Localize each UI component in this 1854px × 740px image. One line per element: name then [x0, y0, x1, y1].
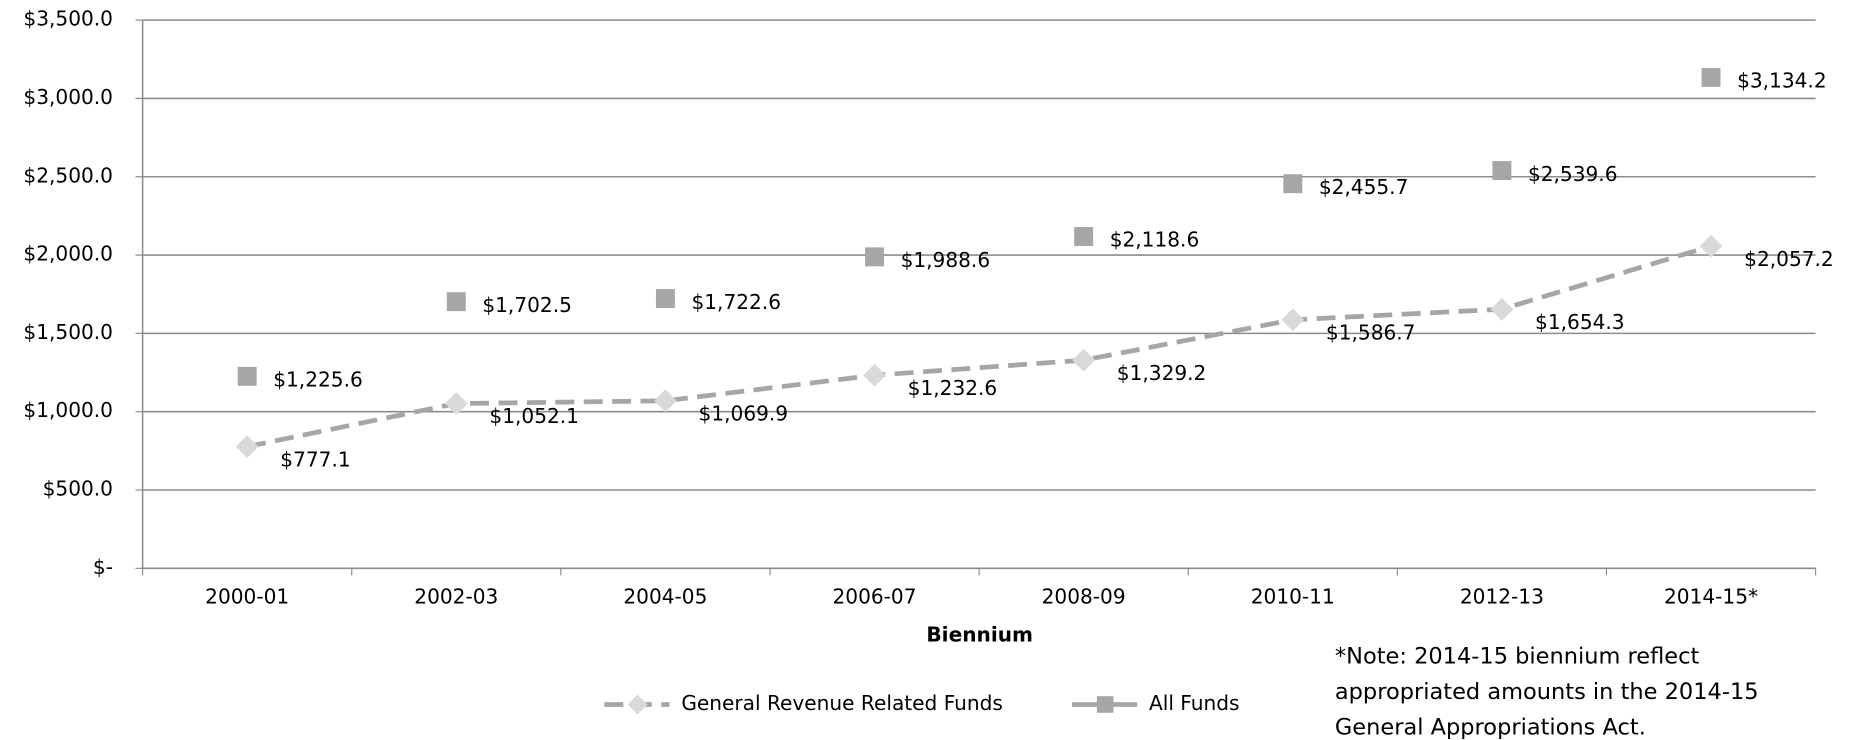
value-label: $2,057.2: [1744, 247, 1834, 271]
value-label: $1,702.5: [482, 293, 572, 317]
value-label: $2,455.7: [1319, 175, 1409, 199]
y-tick-label: $3,000.0: [23, 85, 113, 109]
value-label: $1,586.7: [1326, 321, 1416, 345]
x-tick-label: 2000-01: [205, 584, 289, 608]
value-label: $1,225.6: [273, 368, 363, 392]
y-tick-label: $1,500.0: [23, 320, 113, 344]
marker: [1072, 348, 1096, 372]
marker: [235, 435, 259, 458]
x-tick-label: 2012-13: [1460, 584, 1544, 608]
marker: [237, 366, 257, 386]
marker: [863, 363, 886, 387]
x-tick-label: 2002-03: [414, 584, 498, 608]
note-line: appropriated amounts in the 2014-15: [1335, 679, 1759, 705]
x-axis-label: Biennium: [926, 622, 1033, 646]
x-tick-label: 2008-09: [1042, 584, 1126, 608]
x-tick-label: 2004-05: [623, 584, 707, 608]
marker: [655, 289, 675, 308]
note-line: General Appropriations Act.: [1335, 715, 1646, 740]
value-label: $1,654.3: [1535, 310, 1625, 334]
y-tick-label: $500.0: [43, 477, 113, 501]
marker: [1699, 234, 1723, 258]
legend-marker: [627, 694, 648, 715]
value-label: $777.1: [280, 447, 350, 471]
series-line: [246, 243, 1712, 449]
x-tick-label: 2014-15*: [1664, 584, 1758, 608]
marker: [654, 389, 677, 413]
legend-label: General Revenue Related Funds: [681, 691, 1003, 715]
marker: [865, 247, 885, 267]
value-label: $1,069.9: [699, 401, 789, 425]
y-tick-label: $-: [93, 555, 113, 579]
marker: [1281, 308, 1305, 332]
y-tick-label: $2,500.0: [23, 163, 113, 187]
x-tick-label: 2010-11: [1251, 584, 1335, 608]
note-line: *Note: 2014-15 biennium reflect: [1335, 644, 1700, 670]
marker: [1074, 227, 1094, 246]
marker: [1283, 174, 1303, 194]
value-label: $1,329.2: [1117, 361, 1207, 385]
marker: [1492, 161, 1512, 181]
y-tick-label: $3,500.0: [23, 7, 113, 31]
y-tick-label: $2,000.0: [23, 242, 113, 266]
value-label: $2,118.6: [1110, 228, 1200, 252]
legend-label: All Funds: [1149, 691, 1240, 715]
marker: [1490, 297, 1514, 321]
value-label: $1,052.1: [489, 404, 579, 428]
value-label: $3,134.2: [1737, 69, 1827, 93]
value-label: $1,988.6: [901, 248, 991, 272]
value-label: $2,539.6: [1528, 162, 1618, 186]
y-tick-label: $1,000.0: [23, 398, 113, 422]
x-tick-label: 2006-07: [833, 584, 917, 608]
legend-marker: [1096, 696, 1114, 713]
value-label: $1,722.6: [691, 290, 781, 314]
marker: [1701, 67, 1721, 87]
value-label: $1,232.6: [908, 376, 998, 400]
marker: [446, 292, 466, 312]
